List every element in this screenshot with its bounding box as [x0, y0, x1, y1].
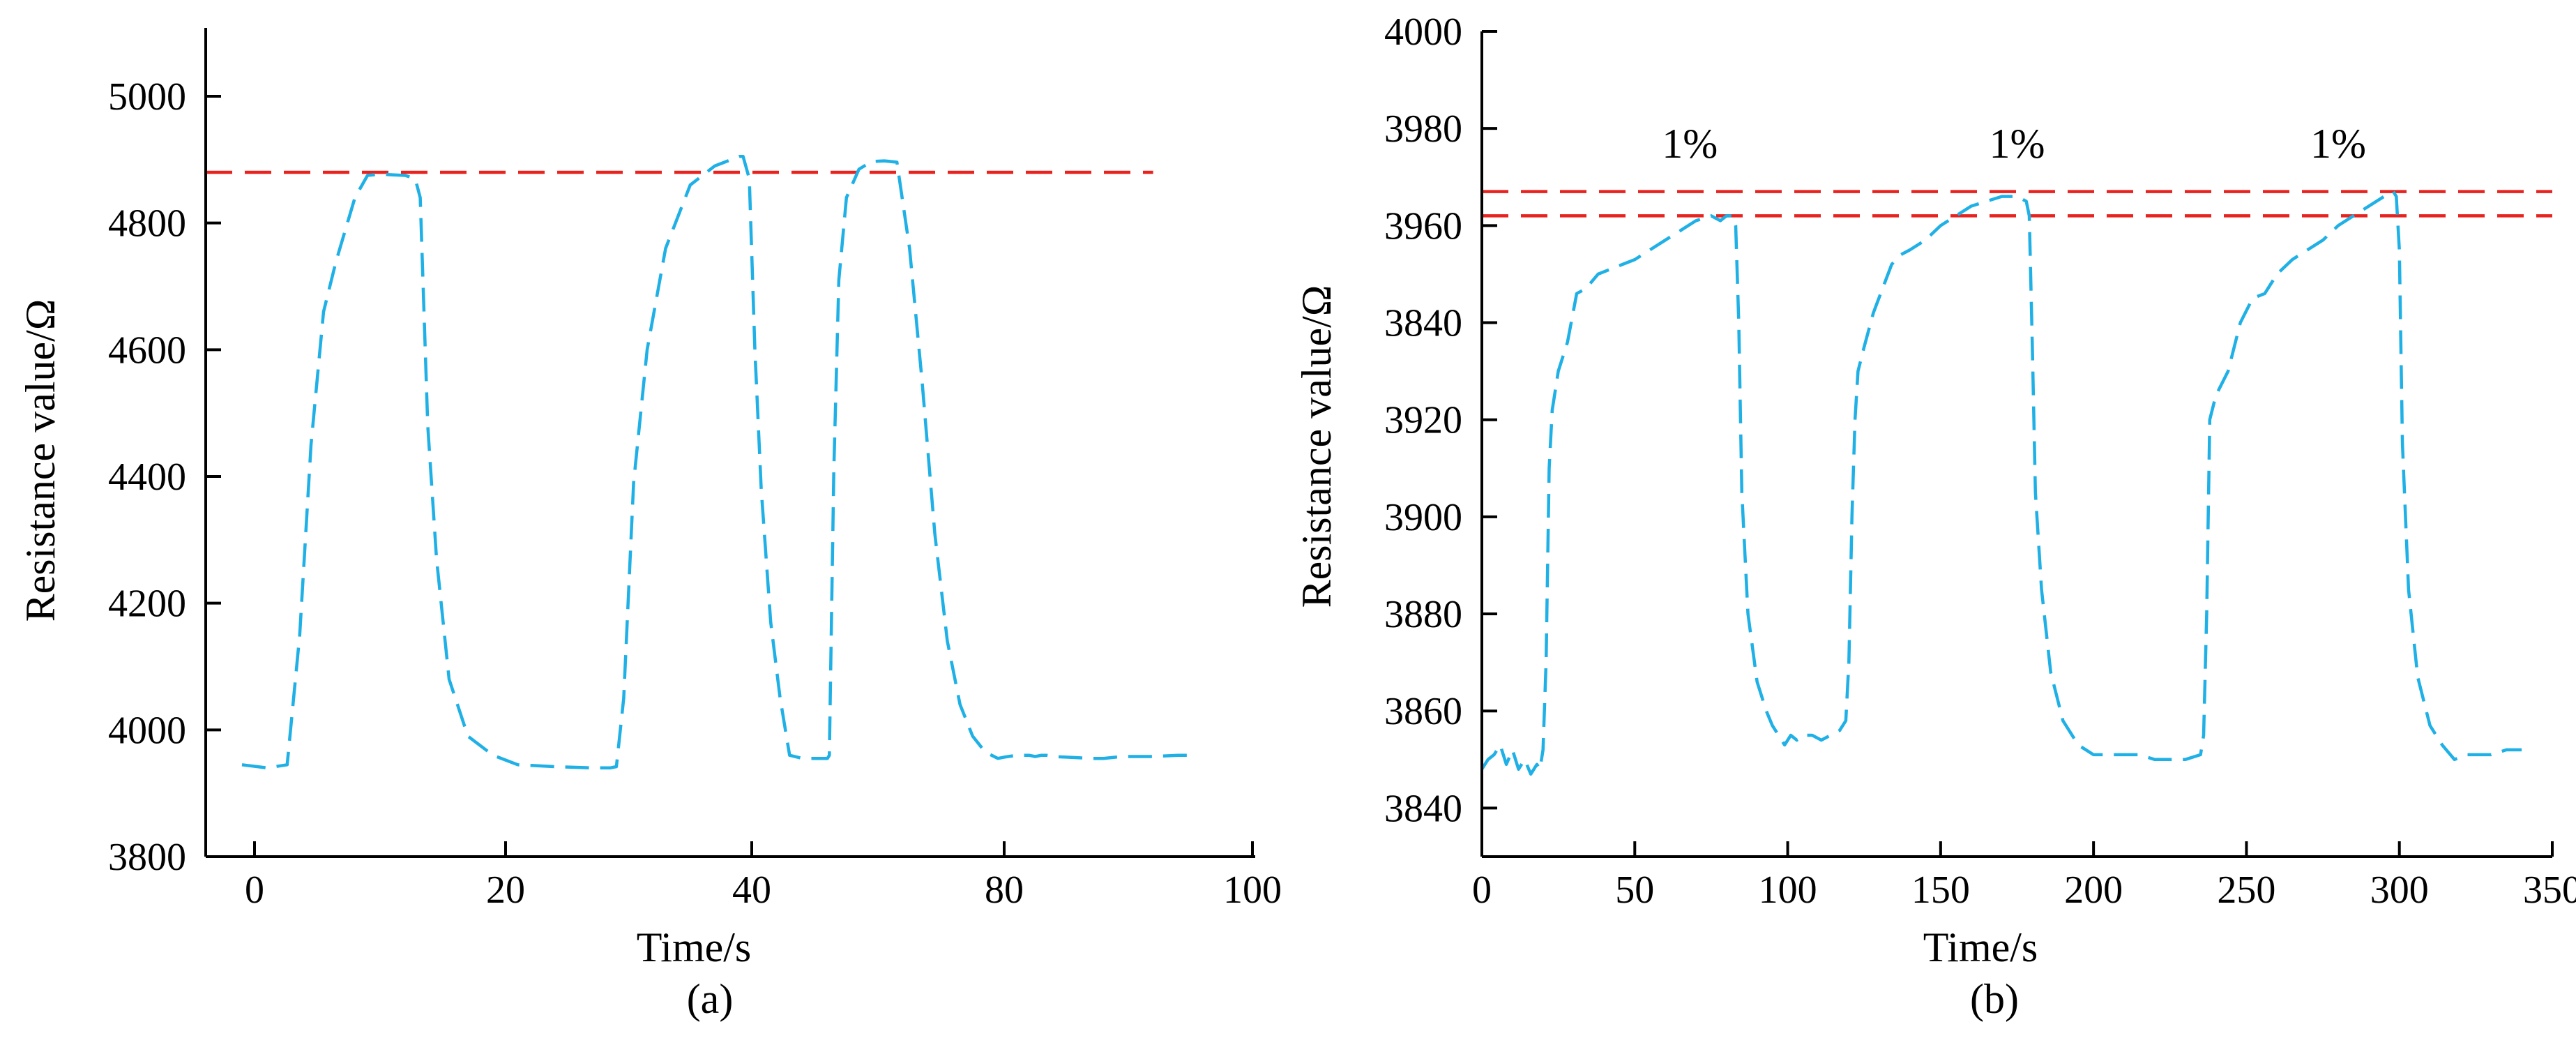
annotation-label: 1%: [1990, 121, 2045, 167]
y-tick-label: 3840: [1384, 302, 1462, 345]
y-tick-label: 4600: [108, 329, 186, 372]
x-tick-label: 0: [245, 868, 264, 912]
y-tick-label: 4000: [1384, 10, 1462, 54]
x-tick-label: 200: [2064, 868, 2123, 912]
series-line: [241, 155, 1190, 770]
y-tick-label: 3860: [1384, 690, 1462, 733]
y-tick-label: 3840: [1384, 787, 1462, 830]
x-tick-label: 350: [2523, 868, 2576, 912]
y-tick-label: 4800: [108, 202, 186, 246]
y-tick-label: 3920: [1384, 399, 1462, 442]
x-tick-label: 20: [486, 868, 525, 912]
y-tick-label: 3960: [1384, 204, 1462, 248]
x-axis-title-a: Time/s: [637, 924, 752, 970]
panel-b: 3840 3860 3880 3900 3920 3840 3960 3980 4000 0 50 1…: [1294, 10, 2576, 1022]
axes-a: 3800 4000 4200 4400 4600 4800 5000 0 20 40 80 100: [108, 28, 1282, 912]
axes-b: 3840 3860 3880 3900 3920 3840 3960 3980 4000 0 50 1…: [1384, 10, 2576, 912]
panel-a: 3800 4000 4200 4400 4600 4800 5000 0 20 40 80 100 T…: [17, 28, 1282, 1022]
x-tick-label: 150: [1911, 868, 1970, 912]
y-axis-title-a: Resistance value/Ω: [17, 299, 63, 622]
x-tick-label: 0: [1472, 868, 1492, 912]
series-a: [241, 155, 1190, 770]
y-axis-title-b: Resistance value/Ω: [1294, 285, 1340, 608]
y-tick-label: 5000: [108, 75, 186, 119]
y-tick-label: 3880: [1384, 593, 1462, 636]
annotations-b: 1% 1% 1%: [1662, 121, 2366, 167]
annotation-label: 1%: [2310, 121, 2366, 167]
x-tick-label: 250: [2217, 868, 2275, 912]
y-tick-label: 3980: [1384, 107, 1462, 151]
x-tick-label: 100: [1759, 868, 1817, 912]
y-tick-label: 3800: [108, 836, 186, 879]
y-tick-label: 4400: [108, 456, 186, 499]
series-line: [1480, 190, 2522, 776]
x-axis-title-b: Time/s: [1923, 924, 2038, 970]
annotation-label: 1%: [1662, 121, 1718, 167]
y-tick-label: 4000: [108, 709, 186, 752]
reference-lines-b: [1482, 190, 2552, 218]
x-tick-label: 100: [1223, 868, 1282, 912]
y-tick-label: 4200: [108, 582, 186, 626]
y-tick-label: 3900: [1384, 496, 1462, 539]
panel-label-a: (a): [687, 976, 734, 1022]
x-tick-label: 80: [985, 868, 1024, 912]
x-tick-label: 300: [2370, 868, 2429, 912]
series-b: [1480, 190, 2522, 776]
x-tick-label: 40: [732, 868, 771, 912]
x-tick-label: 50: [1615, 868, 1654, 912]
panel-label-b: (b): [1970, 976, 2019, 1022]
